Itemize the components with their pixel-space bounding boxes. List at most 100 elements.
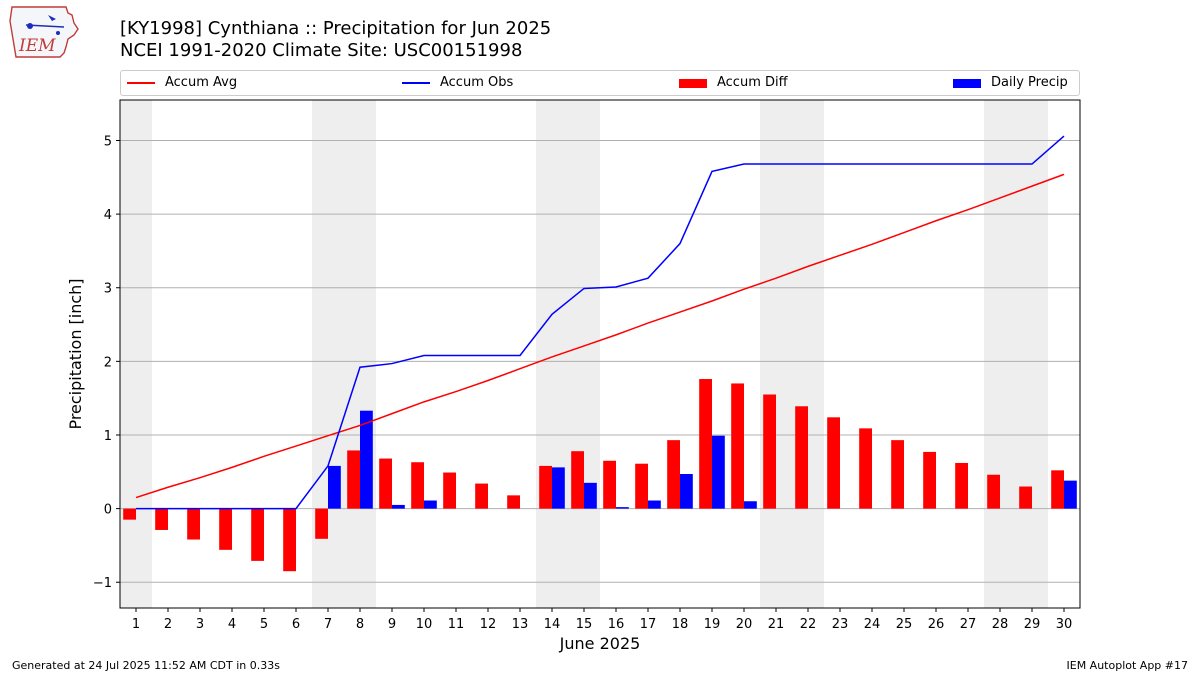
x-tick-label-13: 13 <box>512 617 529 632</box>
bar-accum-diff-day-16 <box>603 460 616 509</box>
bar-daily-precip-day-20 <box>744 501 757 509</box>
bar-accum-diff-day-7 <box>315 508 328 539</box>
x-tick-label-15: 15 <box>576 617 593 632</box>
chart-title: [KY1998] Cynthiana :: Precipitation for … <box>120 18 552 39</box>
bar-daily-precip-day-9 <box>392 504 405 509</box>
bar-daily-precip-day-18 <box>680 474 693 509</box>
x-tick-label-14: 14 <box>544 617 561 632</box>
y-tick-label-5: 5 <box>104 134 112 149</box>
y-axis: −1 0 1 2 3 4 5 <box>93 134 120 591</box>
x-tick-label-18: 18 <box>672 617 689 632</box>
weekend-shade-day-1 <box>120 100 152 608</box>
weekend-shade-day-21 <box>760 100 792 608</box>
x-tick-label-27: 27 <box>960 617 977 632</box>
bar-accum-diff-day-27 <box>955 462 968 509</box>
bar-daily-precip-day-8 <box>360 410 373 509</box>
legend-label-accum-obs: Accum Obs <box>440 75 514 90</box>
app-credit: IEM Autoplot App #17 <box>1066 659 1189 672</box>
chart-legend: Accum Avg Accum Obs Accum Diff Daily Pre… <box>120 70 1080 96</box>
x-tick-label-1: 1 <box>132 617 140 632</box>
chart-title-block: [KY1998] Cynthiana :: Precipitation for … <box>120 18 551 62</box>
weekend-shade-day-15 <box>568 100 600 608</box>
bar-accum-diff-day-2 <box>155 508 168 530</box>
bar-daily-precip-day-30 <box>1064 480 1077 509</box>
bar-daily-precip-day-14 <box>552 467 565 509</box>
bar-daily-precip-day-16 <box>616 507 629 509</box>
x-tick-label-19: 19 <box>704 617 721 632</box>
bar-series <box>123 379 1077 572</box>
bar-daily-precip-day-17 <box>648 500 661 509</box>
y-tick-label-0: 0 <box>104 503 112 518</box>
bar-accum-diff-day-10 <box>411 462 424 509</box>
x-tick-label-17: 17 <box>640 617 657 632</box>
x-tick-label-6: 6 <box>292 617 300 632</box>
x-tick-label-9: 9 <box>388 617 396 632</box>
y-tick-label-2: 2 <box>104 355 112 370</box>
bar-daily-precip-day-10 <box>424 500 437 509</box>
y-tick-label-3: 3 <box>104 282 112 297</box>
bar-accum-diff-day-1 <box>123 508 136 520</box>
bar-accum-diff-day-20 <box>731 383 744 509</box>
generated-timestamp: Generated at 24 Jul 2025 11:52 AM CDT in… <box>12 659 280 672</box>
weekend-shade-day-14 <box>536 100 568 608</box>
legend-label-accum-avg: Accum Avg <box>165 75 238 90</box>
bar-accum-diff-day-30 <box>1051 470 1064 509</box>
legend-item-daily-precip: Daily Precip <box>953 74 1068 92</box>
x-tick-label-7: 7 <box>324 617 332 632</box>
x-tick-label-8: 8 <box>356 617 364 632</box>
y-axis-label: Precipitation [inch] <box>66 278 85 429</box>
x-axis: 1 2 3 4 5 6 7 8 9 10 11 12 13 14 15 16 17 18 19 20 21 22 23 24 2… <box>132 608 1072 632</box>
y-tick-label-1: 1 <box>104 429 112 444</box>
y-tick-label-4: 4 <box>104 208 112 223</box>
x-axis-label: June 2025 <box>559 634 641 653</box>
legend-swatch-accum-obs <box>402 82 430 84</box>
x-tick-label-20: 20 <box>736 617 753 632</box>
legend-label-accum-diff: Accum Diff <box>717 75 788 90</box>
x-tick-label-21: 21 <box>768 617 785 632</box>
bar-accum-diff-day-9 <box>379 458 392 509</box>
line-accum-obs <box>136 135 1065 510</box>
bar-accum-diff-day-29 <box>1019 486 1032 509</box>
bar-daily-precip-day-19 <box>712 435 725 509</box>
bar-accum-diff-day-19 <box>699 379 712 509</box>
weekend-shade-day-8 <box>344 100 376 608</box>
x-tick-label-11: 11 <box>448 617 465 632</box>
bar-daily-precip-day-15 <box>584 482 597 509</box>
legend-swatch-daily-precip <box>953 78 981 88</box>
bar-accum-diff-day-6 <box>283 508 296 572</box>
x-tick-label-24: 24 <box>864 617 881 632</box>
bar-accum-diff-day-24 <box>859 428 872 509</box>
legend-label-daily-precip: Daily Precip <box>991 75 1068 90</box>
x-tick-label-2: 2 <box>164 617 172 632</box>
x-tick-label-16: 16 <box>608 617 625 632</box>
bar-accum-diff-day-15 <box>571 451 584 509</box>
x-tick-label-12: 12 <box>480 617 497 632</box>
legend-item-accum-diff: Accum Diff <box>679 74 788 92</box>
bar-accum-diff-day-14 <box>539 465 552 509</box>
line-accum-avg <box>135 173 1065 499</box>
x-tick-label-30: 30 <box>1056 617 1073 632</box>
bar-daily-precip-day-7 <box>328 465 341 509</box>
iem-logo: IEM <box>9 6 79 58</box>
logo-text: IEM <box>18 36 56 56</box>
bar-accum-diff-day-21 <box>763 394 776 509</box>
bar-accum-diff-day-13 <box>507 495 520 509</box>
x-tick-label-29: 29 <box>1024 617 1041 632</box>
legend-swatch-accum-avg <box>127 82 155 84</box>
bar-accum-diff-day-11 <box>443 472 456 509</box>
x-tick-label-28: 28 <box>992 617 1009 632</box>
bar-accum-diff-day-4 <box>219 508 232 550</box>
bar-accum-diff-day-3 <box>187 508 200 540</box>
weekend-shade-day-22 <box>792 100 824 608</box>
x-tick-label-4: 4 <box>228 617 236 632</box>
bar-accum-diff-day-17 <box>635 463 648 509</box>
bar-accum-diff-day-26 <box>923 451 936 509</box>
x-tick-label-5: 5 <box>260 617 268 632</box>
bar-accum-diff-day-18 <box>667 440 680 509</box>
x-tick-label-26: 26 <box>928 617 945 632</box>
bar-accum-diff-day-28 <box>987 474 1000 509</box>
bar-accum-diff-day-22 <box>795 406 808 509</box>
line-series <box>135 135 1065 510</box>
bar-accum-diff-day-12 <box>475 483 488 509</box>
